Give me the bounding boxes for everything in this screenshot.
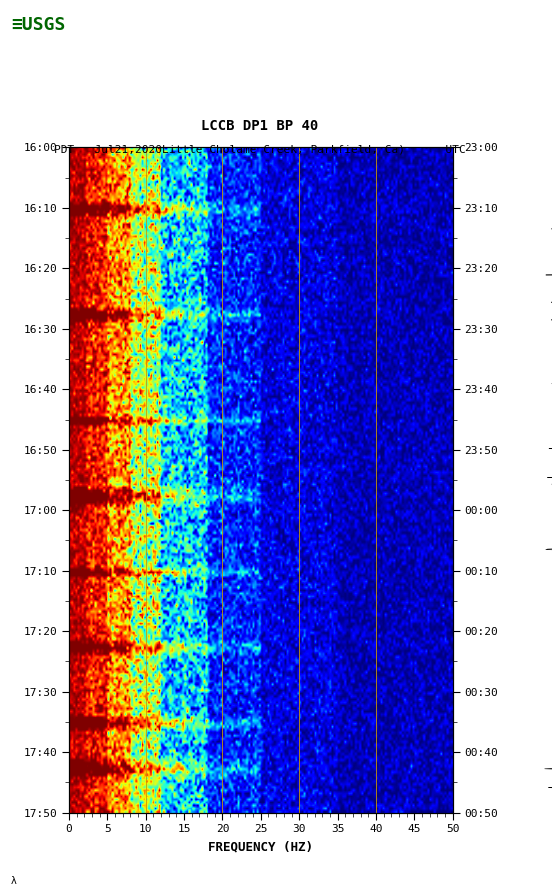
Text: PDT   Jul21,2020Little Cholame Creek, Parkfield, Ca)      UTC: PDT Jul21,2020Little Cholame Creek, Park… — [54, 145, 465, 154]
X-axis label: FREQUENCY (HZ): FREQUENCY (HZ) — [208, 840, 314, 853]
Text: λ: λ — [11, 876, 17, 886]
Text: ≡USGS: ≡USGS — [11, 16, 66, 34]
Text: LCCB DP1 BP 40: LCCB DP1 BP 40 — [201, 119, 318, 133]
